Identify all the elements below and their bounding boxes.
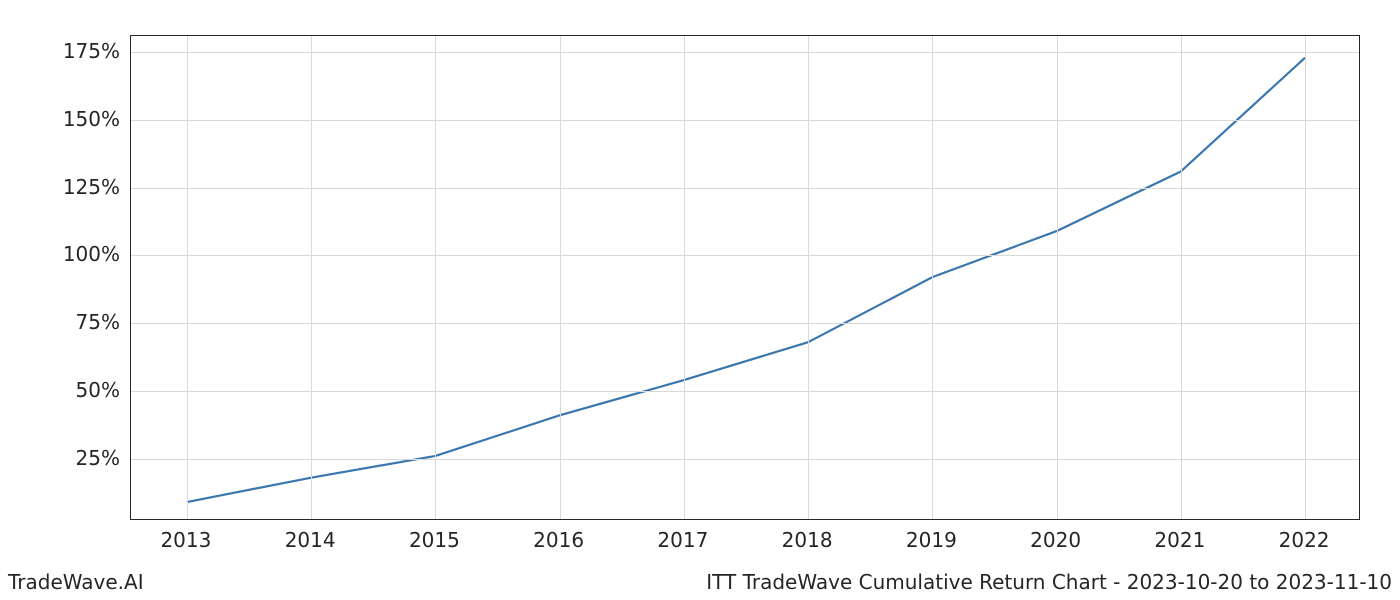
y-tick-label: 75% [60, 310, 120, 334]
grid-line-horizontal [131, 188, 1359, 189]
footer-left-text: TradeWave.AI [8, 570, 144, 594]
grid-line-horizontal [131, 120, 1359, 121]
grid-line-horizontal [131, 323, 1359, 324]
x-tick-label: 2014 [285, 528, 336, 552]
x-tick-label: 2019 [906, 528, 957, 552]
grid-line-horizontal [131, 391, 1359, 392]
grid-line-vertical [808, 36, 809, 519]
x-tick-label: 2018 [782, 528, 833, 552]
grid-line-vertical [684, 36, 685, 519]
grid-line-horizontal [131, 52, 1359, 53]
y-tick-label: 150% [60, 107, 120, 131]
y-tick-label: 50% [60, 378, 120, 402]
y-tick-label: 175% [60, 39, 120, 63]
grid-line-horizontal [131, 459, 1359, 460]
grid-line-horizontal [131, 255, 1359, 256]
x-tick-label: 2015 [409, 528, 460, 552]
line-series [187, 58, 1305, 502]
grid-line-vertical [435, 36, 436, 519]
x-tick-label: 2017 [657, 528, 708, 552]
grid-line-vertical [932, 36, 933, 519]
x-tick-label: 2021 [1154, 528, 1205, 552]
grid-line-vertical [1057, 36, 1058, 519]
footer-right-text: ITT TradeWave Cumulative Return Chart - … [706, 570, 1392, 594]
line-series-svg [131, 36, 1361, 521]
grid-line-vertical [311, 36, 312, 519]
x-tick-label: 2022 [1279, 528, 1330, 552]
y-tick-label: 125% [60, 175, 120, 199]
x-tick-label: 2016 [533, 528, 584, 552]
chart-container: TradeWave.AI ITT TradeWave Cumulative Re… [0, 0, 1400, 600]
grid-line-vertical [560, 36, 561, 519]
y-tick-label: 100% [60, 242, 120, 266]
plot-area [130, 35, 1360, 520]
grid-line-vertical [1305, 36, 1306, 519]
x-tick-label: 2020 [1030, 528, 1081, 552]
grid-line-vertical [187, 36, 188, 519]
y-tick-label: 25% [60, 446, 120, 470]
x-tick-label: 2013 [160, 528, 211, 552]
grid-line-vertical [1181, 36, 1182, 519]
